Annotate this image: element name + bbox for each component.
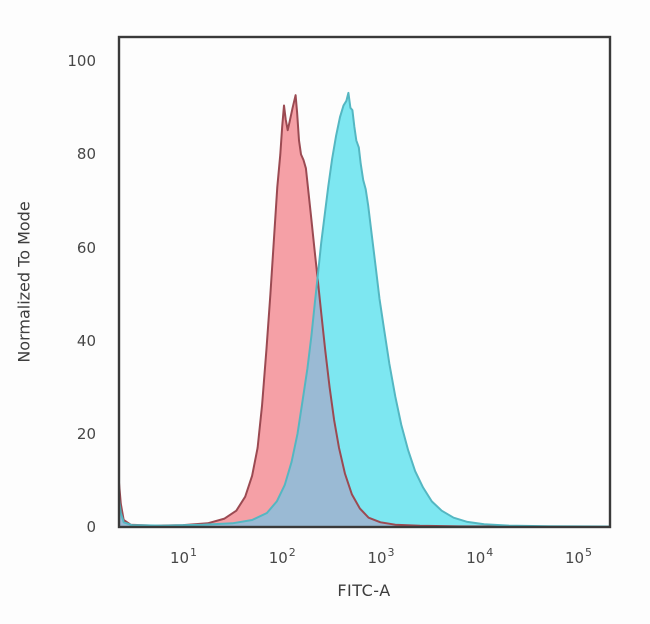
x-axis-label: FITC-A [337, 581, 391, 600]
x-tick-label-10e1: 101 [169, 546, 198, 567]
x-tick-base: 10 [564, 549, 585, 567]
x-tick-base: 10 [367, 549, 387, 567]
x-tick-exponent: 3 [387, 546, 395, 559]
x-tick-label-10e5: 105 [564, 546, 593, 567]
x-tick-label-10e4: 104 [466, 546, 494, 567]
y-tick-label-80: 80 [76, 145, 96, 164]
x-tick-exponent: 5 [585, 546, 593, 559]
x-tick-base: 10 [169, 549, 190, 567]
y-axis-label: Normalized To Mode [14, 201, 34, 363]
x-tick-label-10e2: 102 [268, 546, 296, 567]
cyan-curve-outline [119, 91, 610, 527]
x-tick-exponent: 2 [288, 546, 296, 559]
x-tick-base: 10 [466, 549, 486, 567]
y-tick-label-60: 60 [76, 238, 96, 257]
plot-frame [117, 35, 612, 529]
red-curve-outline [119, 94, 610, 527]
x-tick-label-10e3: 103 [367, 546, 395, 567]
cyan-area-fill [119, 92, 610, 527]
y-tick-label-0: 0 [86, 518, 96, 536]
x-tick-exponent: 1 [190, 546, 198, 559]
x-tick-exponent: 4 [486, 546, 494, 559]
y-tick-label-100: 100 [67, 52, 96, 71]
x-tick-base: 10 [268, 549, 288, 567]
y-tick-label-40: 40 [76, 331, 96, 350]
y-tick-label-20: 20 [76, 424, 96, 443]
